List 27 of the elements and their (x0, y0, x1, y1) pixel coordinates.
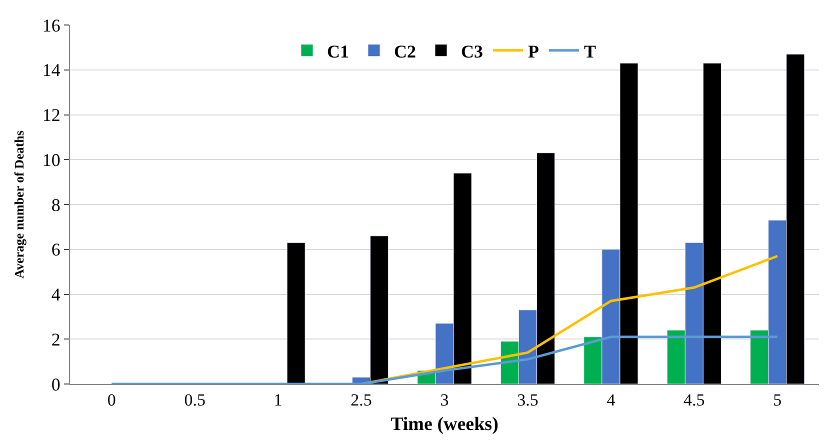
x-tick-label: 5 (773, 390, 782, 410)
y-axis-title: Average number of Deaths (11, 130, 26, 278)
x-tick-label: 4.5 (684, 390, 705, 410)
legend-label: C3 (461, 41, 483, 62)
x-tick-label: 3 (440, 390, 449, 410)
y-tick-label: 14 (42, 60, 60, 80)
legend-label: C2 (394, 41, 416, 62)
y-tick-label: 8 (51, 194, 60, 215)
x-tick-label: 0 (107, 390, 116, 410)
y-tick-label: 0 (51, 374, 60, 394)
y-tick-label: 10 (42, 150, 60, 170)
legend-label: C1 (327, 41, 349, 62)
x-tick-label: 0.5 (184, 390, 206, 410)
y-tick-label: 16 (42, 15, 60, 36)
x-tick-label: 2.5 (350, 390, 372, 410)
x-tick-label: 3.5 (517, 390, 538, 410)
x-axis-title: Time (weeks) (390, 414, 498, 436)
x-tick-label: 4 (606, 390, 616, 410)
legend-label: T (584, 41, 596, 62)
y-tick-label: 12 (42, 105, 60, 126)
y-tick-label: 2 (51, 329, 60, 350)
bar (286, 242, 306, 384)
x-tick-label: 1 (274, 390, 282, 410)
line-series (110, 336, 779, 384)
y-tick-label: 4 (51, 284, 60, 305)
legend-label: P (528, 41, 539, 62)
y-tick-label: 6 (51, 240, 60, 260)
